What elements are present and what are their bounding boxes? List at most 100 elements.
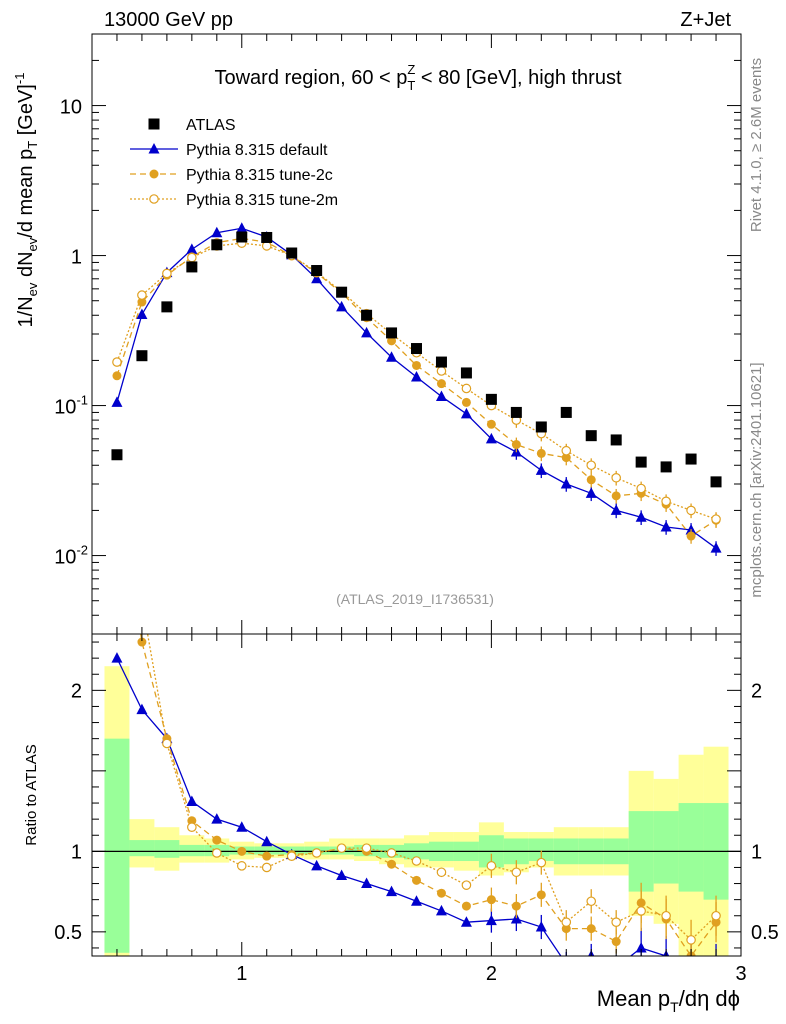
green-uncertainty-band (154, 840, 180, 858)
data-point-series-3 (636, 483, 646, 494)
y-tick-label: 10 (60, 97, 82, 119)
data-point-series-0 (386, 327, 398, 339)
ratio-point-series-1 (460, 916, 472, 927)
legend-marker (149, 169, 159, 179)
ratio-point-series-1 (186, 795, 198, 806)
data-point-series-0 (460, 367, 472, 379)
ylabel-part-c: /d mean p (15, 149, 37, 238)
legend-entry-label: Pythia 8.315 tune-2m (186, 192, 338, 209)
data-point-series-2 (511, 440, 521, 450)
data-point-series-2 (137, 297, 147, 307)
ylabel-part-b: dN (15, 251, 37, 282)
data-point-series-0 (411, 343, 422, 355)
y-tick-base: 10 (54, 547, 76, 569)
data-point-series-0 (336, 286, 348, 298)
xlabel-part-b: /dη dϕ (679, 986, 740, 1011)
data-point-series-0 (211, 239, 223, 251)
process-label: Z+Jet (680, 9, 731, 31)
data-point-series-1 (186, 243, 198, 254)
ratio-point-series-3 (636, 906, 646, 916)
y-tick-base: 10 (60, 97, 82, 119)
data-point-series-2 (461, 397, 471, 407)
legend: ATLAS Pythia 8.315 default Pythia 8.315 tu… (130, 117, 338, 209)
ratio-point-series-3 (436, 867, 447, 878)
y-tick-label: 10-1 (54, 393, 88, 419)
ratio-point-series-3 (162, 738, 172, 749)
ratio-point-series-2 (262, 851, 272, 861)
ratio-point-series-3 (586, 896, 597, 907)
legend-entry-label: ATLAS (186, 117, 236, 134)
ratio-point-series-3 (686, 935, 696, 945)
data-point-series-1 (485, 432, 497, 444)
x-axis-label: Mean pT/dη dϕ (597, 986, 740, 1015)
x-tick-label: 3 (735, 963, 746, 985)
ratio-y-tick-label-right: 1 (751, 841, 762, 863)
ratio-point-series-3 (461, 880, 472, 890)
ratio-y-tick-label-left: 1 (71, 841, 82, 863)
data-point-series-2 (611, 491, 621, 501)
data-point-series-3 (661, 496, 671, 507)
ratio-point-series-3 (361, 843, 372, 853)
ratio-point-series-3 (411, 856, 422, 866)
data-point-series-1 (635, 511, 647, 522)
ratio-point-series-1 (561, 958, 572, 969)
mcplots-label: mcplots.cern.ch [arXiv:2401.10621] (748, 362, 765, 597)
data-point-series-1 (336, 300, 348, 312)
rivet-version-label: Rivet 4.1.0, ≥ 2.6M events (748, 58, 765, 232)
ratio-point-series-2 (586, 924, 596, 934)
ratio-point-series-3 (511, 867, 522, 878)
ratio-point-series-2 (461, 901, 471, 911)
legend-marker (149, 194, 159, 204)
ylabel-sub-c: T (25, 141, 40, 149)
data-point-series-0 (660, 461, 672, 473)
data-point-series-0 (111, 449, 123, 461)
data-point-series-0 (435, 356, 447, 368)
data-point-series-1 (610, 504, 622, 515)
data-point-series-2 (112, 371, 122, 381)
data-point-series-0 (311, 265, 323, 277)
ratio-point-series-3 (113, 348, 121, 356)
ylabel-sup-d: -1 (12, 73, 27, 85)
ratio-point-series-3 (486, 861, 497, 871)
data-point-series-0 (261, 231, 273, 243)
green-uncertainty-band (104, 738, 130, 953)
ratio-point-series-1 (311, 859, 323, 871)
ratio-point-series-2 (436, 888, 446, 898)
y-tick-base: 1 (71, 247, 82, 269)
data-point-series-3 (461, 383, 472, 394)
data-point-series-2 (686, 531, 696, 541)
data-point-series-2 (586, 475, 596, 485)
ratio-point-series-2 (237, 846, 247, 856)
ratio-point-series-2 (112, 460, 121, 469)
data-point-series-3 (162, 268, 172, 279)
ratio-point-series-2 (511, 901, 521, 911)
ylabel-part-a: 1/N (15, 296, 37, 327)
ratio-point-series-1 (435, 904, 447, 916)
ratio-point-series-3 (187, 822, 197, 832)
data-point-series-1 (435, 390, 447, 401)
data-point-series-1 (361, 326, 373, 338)
ratio-point-series-1 (386, 885, 398, 897)
data-point-series-1 (660, 521, 672, 532)
legend-entry-label: Pythia 8.315 tune-2c (186, 167, 333, 184)
title-sub: T (407, 78, 415, 93)
ratio-point-series-2 (486, 895, 496, 905)
data-point-series-0 (685, 453, 697, 465)
ratio-point-series-1 (136, 703, 148, 715)
data-point-series-3 (112, 357, 122, 367)
data-point-series-1 (111, 396, 123, 407)
ratio-point-series-1 (211, 813, 223, 824)
x-tick-label: 2 (486, 963, 497, 985)
data-point-series-1 (585, 487, 597, 498)
green-uncertainty-band (254, 846, 280, 855)
ratio-point-series-3 (336, 843, 347, 853)
title-pre: Toward region, 60 < p (214, 67, 407, 89)
data-point-series-1 (236, 222, 248, 233)
ratio-point-series-1 (711, 958, 722, 969)
ratio-point-series-3 (661, 910, 671, 921)
ratio-panel: 0.5 0.5 1 1 2 2 1 2 3 (54, 348, 779, 985)
data-point-series-0 (286, 247, 298, 259)
ratio-point-series-3 (611, 917, 621, 927)
ylabel-part-d: [GeV] (15, 84, 37, 141)
